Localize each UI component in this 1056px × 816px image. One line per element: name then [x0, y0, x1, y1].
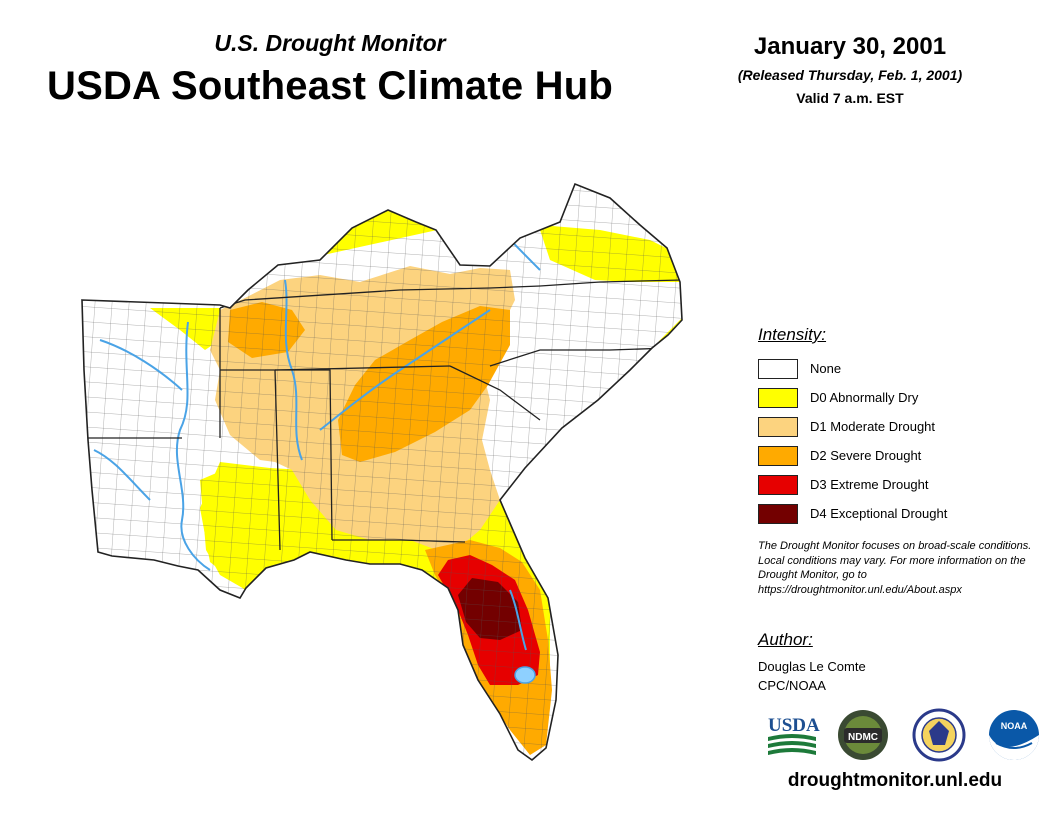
- mississippi-river: [175, 321, 211, 571]
- noaa-logo-text: NOAA: [1001, 721, 1028, 731]
- legend-item-d1: D1 Moderate Drought: [758, 412, 947, 441]
- map-subtitle: U.S. Drought Monitor: [214, 30, 446, 56]
- author-heading: Author:: [758, 630, 813, 649]
- legend-item-d4: D4 Exceptional Drought: [758, 499, 947, 528]
- legend-label-d2: D2 Severe Drought: [810, 448, 922, 463]
- legend-label-none: None: [810, 361, 842, 376]
- border-virginia-nc: [539, 279, 682, 287]
- noaa-logo: NOAA: [989, 710, 1039, 760]
- legend-label-d0: D0 Abnormally Dry: [810, 390, 919, 405]
- legend-item-d0: D0 Abnormally Dry: [758, 383, 947, 412]
- drought-map: [81, 183, 683, 761]
- disclaimer-note: The Drought Monitor focuses on broad-sca…: [758, 540, 1032, 596]
- legend-item-d3: D3 Extreme Drought: [758, 470, 947, 499]
- legend-swatch-d0: [758, 387, 798, 408]
- author-name: Douglas Le Comte: [758, 659, 866, 674]
- rivers: [93, 193, 541, 651]
- author-org: CPC/NOAA: [758, 678, 826, 693]
- legend-label-d1: D1 Moderate Drought: [810, 419, 936, 434]
- border-georgia-southcarolina: [449, 365, 541, 421]
- alabama-river: [319, 309, 491, 431]
- legend-swatch-d4: [758, 503, 798, 524]
- border-georgia-florida: [332, 539, 466, 543]
- map-date: January 30, 2001: [753, 33, 947, 60]
- legend-swatch-d1: [758, 416, 798, 437]
- legend-heading: Intensity:: [758, 325, 827, 344]
- legend-item-none: None: [758, 354, 947, 383]
- valid-time: Valid 7 a.m. EST: [796, 90, 904, 106]
- ndmc-logo: NDMC: [838, 710, 888, 760]
- legend-swatch-d2: [758, 445, 798, 466]
- usda-logo-text: USDA: [768, 715, 820, 736]
- legend-label-d4: D4 Exceptional Drought: [810, 506, 948, 521]
- border-tennessee-kentucky: [219, 285, 541, 309]
- map-title: USDA Southeast Climate Hub: [46, 64, 613, 108]
- county-lines: [82, 184, 682, 760]
- legend-swatch-d3: [758, 474, 798, 495]
- ndmc-logo-text: NDMC: [848, 732, 878, 743]
- legend-swatch-none: [758, 358, 798, 379]
- usda-logo: USDA: [768, 715, 820, 755]
- state-borders: [82, 279, 682, 551]
- legend-label-d3: D3 Extreme Drought: [810, 477, 929, 492]
- border-nc-sc: [489, 347, 671, 367]
- arkansas-river: [99, 339, 183, 391]
- release-date: (Released Thursday, Feb. 1, 2001): [737, 67, 963, 83]
- partner-logos: USDA NDMC NOAA: [768, 708, 1039, 762]
- border-tennessee-south: [274, 365, 451, 371]
- st-johns-river: [509, 589, 527, 651]
- red-river: [93, 449, 151, 501]
- legend: None D0 Abnormally Dry D1 Moderate Droug…: [758, 354, 947, 528]
- author-block: Douglas Le Comte CPC/NOAA: [758, 657, 866, 695]
- legend-item-d2: D2 Severe Drought: [758, 441, 947, 470]
- doc-seal-logo: [912, 708, 966, 762]
- lake-okeechobee: [514, 666, 536, 684]
- website-link[interactable]: droughtmonitor.unl.edu: [787, 770, 1003, 791]
